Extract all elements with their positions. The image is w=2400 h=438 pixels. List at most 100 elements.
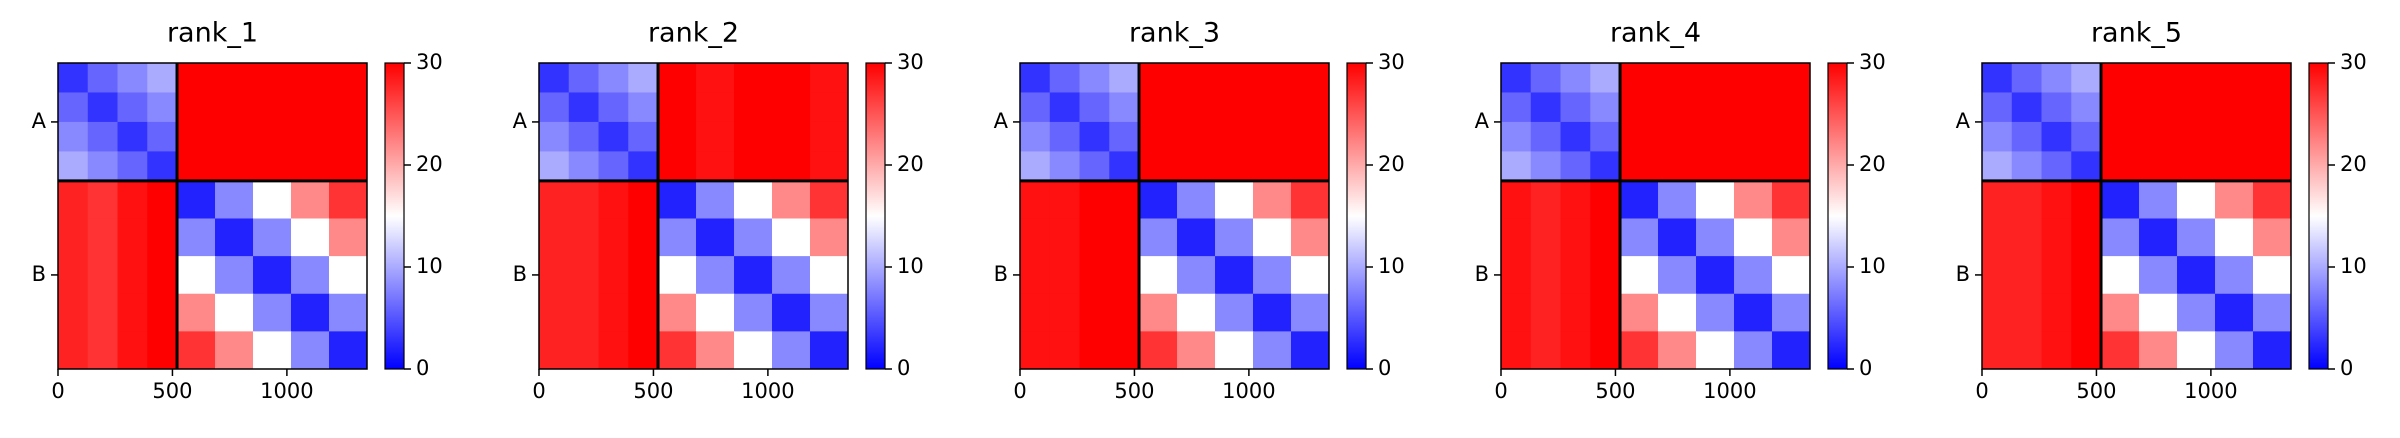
heatmap-cell: [87, 151, 119, 182]
heatmap-cell: [696, 331, 735, 370]
heatmap-cell: [2215, 63, 2254, 93]
heatmap-cell: [1982, 218, 2013, 257]
heatmap-cell: [2101, 180, 2140, 219]
heatmap-cell: [598, 63, 629, 93]
heatmap-cell: [1620, 92, 1659, 123]
heatmap-cell: [253, 121, 292, 152]
heatmap-cell: [1291, 151, 1330, 182]
heatmap-cell: [1139, 151, 1178, 182]
heatmap-cell: [628, 63, 659, 93]
colorbar-tick-label: 10: [2340, 254, 2367, 278]
heatmap-cell: [329, 63, 368, 93]
heatmap-cell: [87, 218, 119, 257]
heatmap-cell: [2041, 293, 2072, 332]
heatmap-cell: [658, 331, 697, 370]
heatmap-cell: [734, 331, 773, 370]
heatmap-cell: [2177, 63, 2216, 93]
heatmap-cell: [1291, 256, 1330, 295]
heatmap-cell: [1982, 151, 2013, 182]
heatmap-cell: [598, 331, 629, 370]
heatmap-cell: [215, 63, 254, 93]
heatmap-cell: [696, 63, 735, 93]
colorbar-tick-label: 30: [897, 50, 924, 74]
heatmap-cell: [1049, 218, 1081, 257]
heatmap-cell: [1772, 293, 1811, 332]
heatmap-cell: [658, 293, 697, 332]
heatmap-cell: [1177, 63, 1216, 93]
heatmap-cell: [1696, 256, 1735, 295]
heatmap-cell: [147, 151, 178, 182]
heatmap-cell: [253, 92, 292, 123]
heatmap-cell: [810, 151, 849, 182]
heatmap-cell: [2139, 92, 2178, 123]
heatmap-cell: [1139, 331, 1178, 370]
heatmap-cell: [1560, 218, 1591, 257]
heatmap-cell: [810, 63, 849, 93]
heatmap-cell: [772, 331, 811, 370]
heatmap-cell: [1734, 92, 1773, 123]
heatmap-cell: [772, 180, 811, 219]
heatmap-cell: [291, 151, 330, 182]
heatmap-cell: [1020, 151, 1051, 182]
heatmap-cell: [1139, 121, 1178, 152]
colorbar: [1346, 62, 1367, 370]
heatmap-cell: [215, 151, 254, 182]
heatmap-cell: [628, 180, 659, 219]
heatmap-cell: [2071, 151, 2102, 182]
heatmap-cell: [1696, 331, 1735, 370]
heatmap-cell: [117, 121, 148, 152]
heatmap-cell: [1696, 218, 1735, 257]
heatmap-cell: [1560, 331, 1591, 370]
heatmap-cell: [1620, 293, 1659, 332]
heatmap-cell: [58, 256, 89, 295]
heatmap-cell: [1215, 151, 1254, 182]
heatmap-cell: [1620, 331, 1659, 370]
y-tick-label: B: [32, 262, 46, 286]
heatmap-cell: [2177, 331, 2216, 370]
colorbar-tick-label: 30: [2340, 50, 2367, 74]
heatmap-cell: [2177, 256, 2216, 295]
heatmap-cell: [2071, 92, 2102, 123]
heatmap-cell: [2253, 151, 2292, 182]
heatmap-cell: [2041, 63, 2072, 93]
heatmap-cell: [1215, 218, 1254, 257]
heatmap-cell: [1658, 293, 1697, 332]
heatmap-cell: [1049, 180, 1081, 219]
heatmap-cell: [1177, 218, 1216, 257]
heatmap-cell: [1109, 331, 1140, 370]
heatmap-cell: [1530, 293, 1562, 332]
heatmap-cell: [2177, 121, 2216, 152]
heatmap-cell: [2139, 293, 2178, 332]
heatmap-cell: [1734, 121, 1773, 152]
heatmap-cell: [253, 256, 292, 295]
heatmap-cell: [329, 331, 368, 370]
heatmap-cell: [2041, 121, 2072, 152]
colorbar-tick-label: 30: [1859, 50, 1886, 74]
heatmap-cell: [539, 218, 570, 257]
heatmap-cell: [539, 331, 570, 370]
heatmap-cell: [58, 218, 89, 257]
heatmap-cell: [1982, 256, 2013, 295]
heatmap-cell: [628, 218, 659, 257]
panel: rank_3 0 500 1000 A B 0 10 20 30: [994, 18, 1405, 404]
heatmap-cell: [2139, 218, 2178, 257]
heatmap-cell: [1734, 256, 1773, 295]
panel-title: rank_2: [648, 18, 739, 49]
heatmap-cell: [1020, 63, 1051, 93]
heatmap-cell: [1291, 293, 1330, 332]
heatmap-cell: [1501, 256, 1532, 295]
colorbar-tick-label: 20: [416, 152, 443, 176]
x-tick-label: 0: [51, 379, 64, 403]
heatmap-cell: [539, 180, 570, 219]
heatmap-cell: [772, 218, 811, 257]
heatmap-cell: [2101, 121, 2140, 152]
heatmap-cell: [539, 63, 570, 93]
heatmap-cell: [598, 293, 629, 332]
heatmap-cell: [1772, 256, 1811, 295]
axes-frame: [538, 62, 849, 370]
heatmap-cell: [696, 92, 735, 123]
heatmap-cell: [1772, 180, 1811, 219]
heatmap-cell: [2253, 218, 2292, 257]
heatmap-cell: [291, 180, 330, 219]
